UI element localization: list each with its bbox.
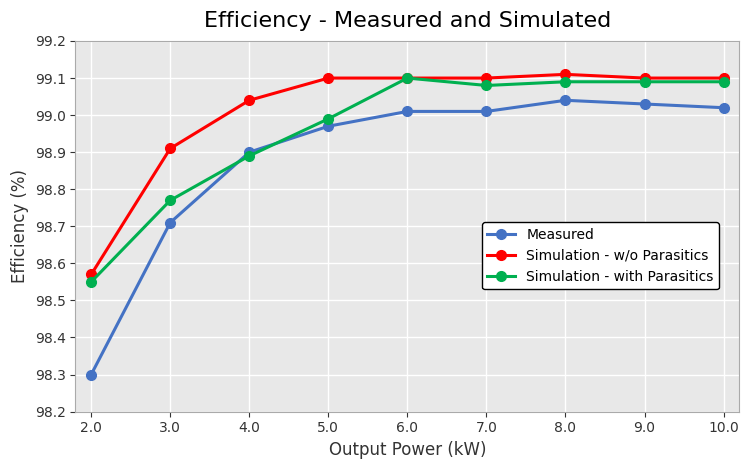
Measured	[482, 109, 491, 114]
Measured	[640, 101, 649, 107]
Simulation - with Parasitics	[719, 79, 728, 85]
Measured	[324, 124, 333, 129]
Simulation - w/o Parasitics	[561, 71, 570, 77]
Measured	[561, 97, 570, 103]
Simulation - w/o Parasitics	[640, 75, 649, 81]
Measured	[165, 220, 174, 226]
Measured	[719, 105, 728, 110]
Simulation - w/o Parasitics	[245, 97, 254, 103]
Line: Measured: Measured	[86, 95, 729, 379]
Simulation - w/o Parasitics	[403, 75, 412, 81]
Simulation - with Parasitics	[324, 116, 333, 122]
Simulation - with Parasitics	[165, 197, 174, 203]
Simulation - w/o Parasitics	[719, 75, 728, 81]
Simulation - w/o Parasitics	[86, 272, 96, 277]
Title: Efficiency - Measured and Simulated: Efficiency - Measured and Simulated	[204, 11, 611, 31]
Simulation - with Parasitics	[245, 153, 254, 159]
Measured	[245, 149, 254, 155]
Simulation - with Parasitics	[561, 79, 570, 85]
Simulation - w/o Parasitics	[324, 75, 333, 81]
Measured	[86, 372, 96, 377]
Simulation - with Parasitics	[86, 279, 96, 285]
Simulation - with Parasitics	[482, 83, 491, 88]
Simulation - with Parasitics	[403, 75, 412, 81]
Line: Simulation - with Parasitics: Simulation - with Parasitics	[86, 73, 729, 287]
Legend: Measured, Simulation - w/o Parasitics, Simulation - with Parasitics: Measured, Simulation - w/o Parasitics, S…	[482, 222, 719, 290]
Simulation - w/o Parasitics	[482, 75, 491, 81]
Line: Simulation - w/o Parasitics: Simulation - w/o Parasitics	[86, 70, 729, 279]
Measured	[403, 109, 412, 114]
Simulation - w/o Parasitics	[165, 146, 174, 151]
X-axis label: Output Power (kW): Output Power (kW)	[329, 441, 486, 459]
Simulation - with Parasitics	[640, 79, 649, 85]
Y-axis label: Efficiency (%): Efficiency (%)	[11, 169, 29, 283]
